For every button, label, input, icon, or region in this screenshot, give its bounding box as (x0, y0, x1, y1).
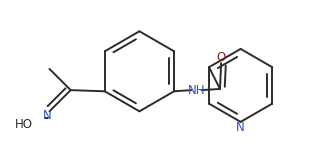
Text: N: N (236, 121, 245, 134)
Text: N: N (43, 109, 52, 122)
Text: NH: NH (188, 84, 205, 97)
Text: O: O (216, 51, 226, 64)
Text: HO: HO (15, 118, 33, 131)
